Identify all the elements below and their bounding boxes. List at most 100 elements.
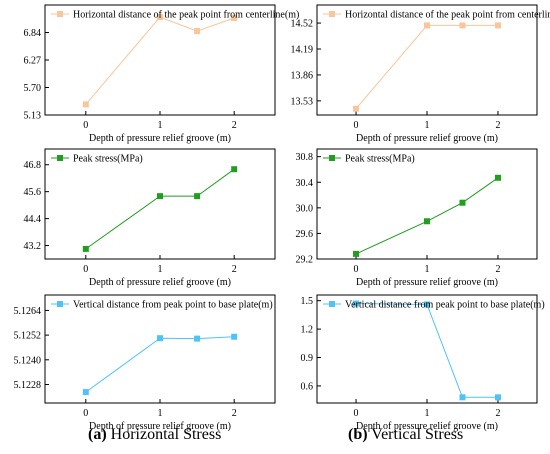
chart-panel-b-top: 13.53 13.86 14.19 14.52 0 1 2 Depth of pressure… bbox=[291, 4, 550, 144]
plot-frame bbox=[44, 294, 276, 404]
plot-frame bbox=[316, 294, 538, 404]
chart-panel-b-middle: 29.2 29.6 30.0 30.4 30.8 0 1 2 Depth of pressure… bbox=[296, 148, 538, 288]
x-axis-label: Depth of pressure relief groove (m) bbox=[89, 133, 231, 144]
legend-label: Peak stress(MPa) bbox=[345, 154, 415, 165]
data-point bbox=[194, 335, 201, 342]
series-line bbox=[355, 177, 499, 255]
plot-frame bbox=[316, 4, 538, 116]
x-tick-label: 1 bbox=[158, 264, 163, 275]
x-axis-label: Depth of pressure relief groove (m) bbox=[356, 421, 498, 432]
data-point bbox=[194, 193, 201, 200]
x-tick-label: 2 bbox=[495, 264, 500, 275]
x-axis-label: Depth of pressure relief groove (m) bbox=[356, 133, 498, 144]
data-point bbox=[157, 193, 163, 200]
data-point bbox=[494, 22, 501, 29]
legend-marker bbox=[57, 11, 63, 17]
x-tick-label: 2 bbox=[232, 408, 237, 419]
y-tick-label: 5.13 bbox=[24, 111, 42, 122]
x-axis-label: Depth of pressure relief groove (m) bbox=[89, 421, 231, 432]
y-tick-label: 6.84 bbox=[24, 28, 42, 39]
legend-label: Peak stress(MPa) bbox=[73, 154, 143, 165]
x-tick-label: 0 bbox=[354, 408, 359, 419]
data-point bbox=[424, 218, 430, 225]
data-point bbox=[353, 300, 360, 307]
x-tick-label: 2 bbox=[495, 120, 500, 131]
caption-a: (a) Horizontal Stress bbox=[88, 426, 221, 444]
y-tick-label: 45.6 bbox=[24, 187, 42, 198]
y-tick-label: 5.1252 bbox=[14, 331, 42, 342]
plot-frame bbox=[44, 148, 276, 260]
data-point bbox=[494, 174, 501, 181]
y-tick-label: 1.2 bbox=[301, 325, 314, 336]
y-tick-label: 30.0 bbox=[296, 203, 314, 214]
y-tick-label: 44.4 bbox=[24, 214, 42, 225]
data-point bbox=[424, 301, 430, 308]
y-tick-label: 30.8 bbox=[296, 152, 314, 163]
y-tick-label: 29.6 bbox=[296, 229, 314, 240]
legend-marker bbox=[329, 155, 335, 161]
series-line bbox=[355, 303, 498, 398]
x-tick-label: 0 bbox=[83, 120, 88, 131]
plot-frame bbox=[44, 4, 276, 116]
y-tick-label: 5.1264 bbox=[14, 306, 42, 317]
data-point bbox=[459, 22, 466, 29]
data-point bbox=[82, 389, 89, 396]
data-point bbox=[494, 394, 501, 401]
data-point bbox=[353, 250, 360, 257]
caption-a-text: Horizontal Stress bbox=[110, 426, 222, 443]
series-line bbox=[85, 16, 235, 105]
data-point bbox=[353, 105, 360, 112]
data-point bbox=[459, 394, 466, 401]
x-tick-label: 1 bbox=[158, 120, 163, 131]
y-tick-label: 14.52 bbox=[291, 19, 314, 30]
caption-b: (b) Vertical Stress bbox=[348, 426, 463, 444]
legend-marker bbox=[57, 155, 63, 161]
x-tick-label: 2 bbox=[232, 264, 237, 275]
data-point bbox=[157, 335, 163, 342]
legend-label: Horizontal distance of the peak point fr… bbox=[345, 10, 550, 21]
data-point bbox=[231, 166, 238, 173]
data-point bbox=[424, 22, 430, 29]
data-point bbox=[82, 101, 89, 108]
x-tick-label: 0 bbox=[83, 408, 88, 419]
y-tick-label: 0.9 bbox=[301, 353, 314, 364]
y-tick-label: 13.86 bbox=[291, 70, 314, 81]
data-point bbox=[157, 14, 163, 21]
x-tick-label: 1 bbox=[425, 264, 430, 275]
plot-frame bbox=[316, 148, 538, 260]
x-tick-label: 1 bbox=[425, 120, 430, 131]
data-point bbox=[231, 15, 238, 22]
y-tick-label: 43.2 bbox=[24, 241, 42, 252]
legend-label: Vertical distance from peak point to bas… bbox=[345, 300, 545, 311]
y-tick-label: 6.27 bbox=[24, 56, 42, 67]
data-point bbox=[459, 199, 466, 206]
legend-label: Horizontal distance of the peak point fr… bbox=[73, 10, 299, 21]
x-tick-label: 0 bbox=[354, 120, 359, 131]
x-tick-label: 2 bbox=[232, 120, 237, 131]
chart-panel-b-bottom: 0.6 0.9 1.2 1.5 0 1 2 Depth of pressure relief … bbox=[301, 294, 545, 432]
caption-a-letter: (a) bbox=[88, 426, 107, 443]
y-tick-label: 14.19 bbox=[291, 45, 314, 56]
legend-label: Vertical distance from peak point to bas… bbox=[73, 300, 273, 311]
data-point bbox=[82, 245, 89, 252]
y-tick-label: 46.8 bbox=[24, 160, 42, 171]
y-tick-label: 1.5 bbox=[301, 296, 314, 307]
x-axis-label: Depth of pressure relief groove (m) bbox=[89, 277, 231, 288]
y-tick-label: 30.4 bbox=[296, 178, 314, 189]
series-line bbox=[85, 336, 235, 393]
series-line bbox=[85, 168, 235, 250]
x-axis-label: Depth of pressure relief groove (m) bbox=[356, 277, 498, 288]
data-point bbox=[231, 333, 238, 340]
legend-marker bbox=[329, 11, 335, 17]
x-tick-label: 1 bbox=[158, 408, 163, 419]
x-tick-label: 0 bbox=[354, 264, 359, 275]
caption-b-letter: (b) bbox=[348, 426, 368, 443]
y-tick-label: 5.1228 bbox=[14, 380, 42, 391]
x-tick-label: 1 bbox=[425, 408, 430, 419]
legend-marker bbox=[57, 301, 63, 307]
series-line bbox=[355, 24, 498, 110]
